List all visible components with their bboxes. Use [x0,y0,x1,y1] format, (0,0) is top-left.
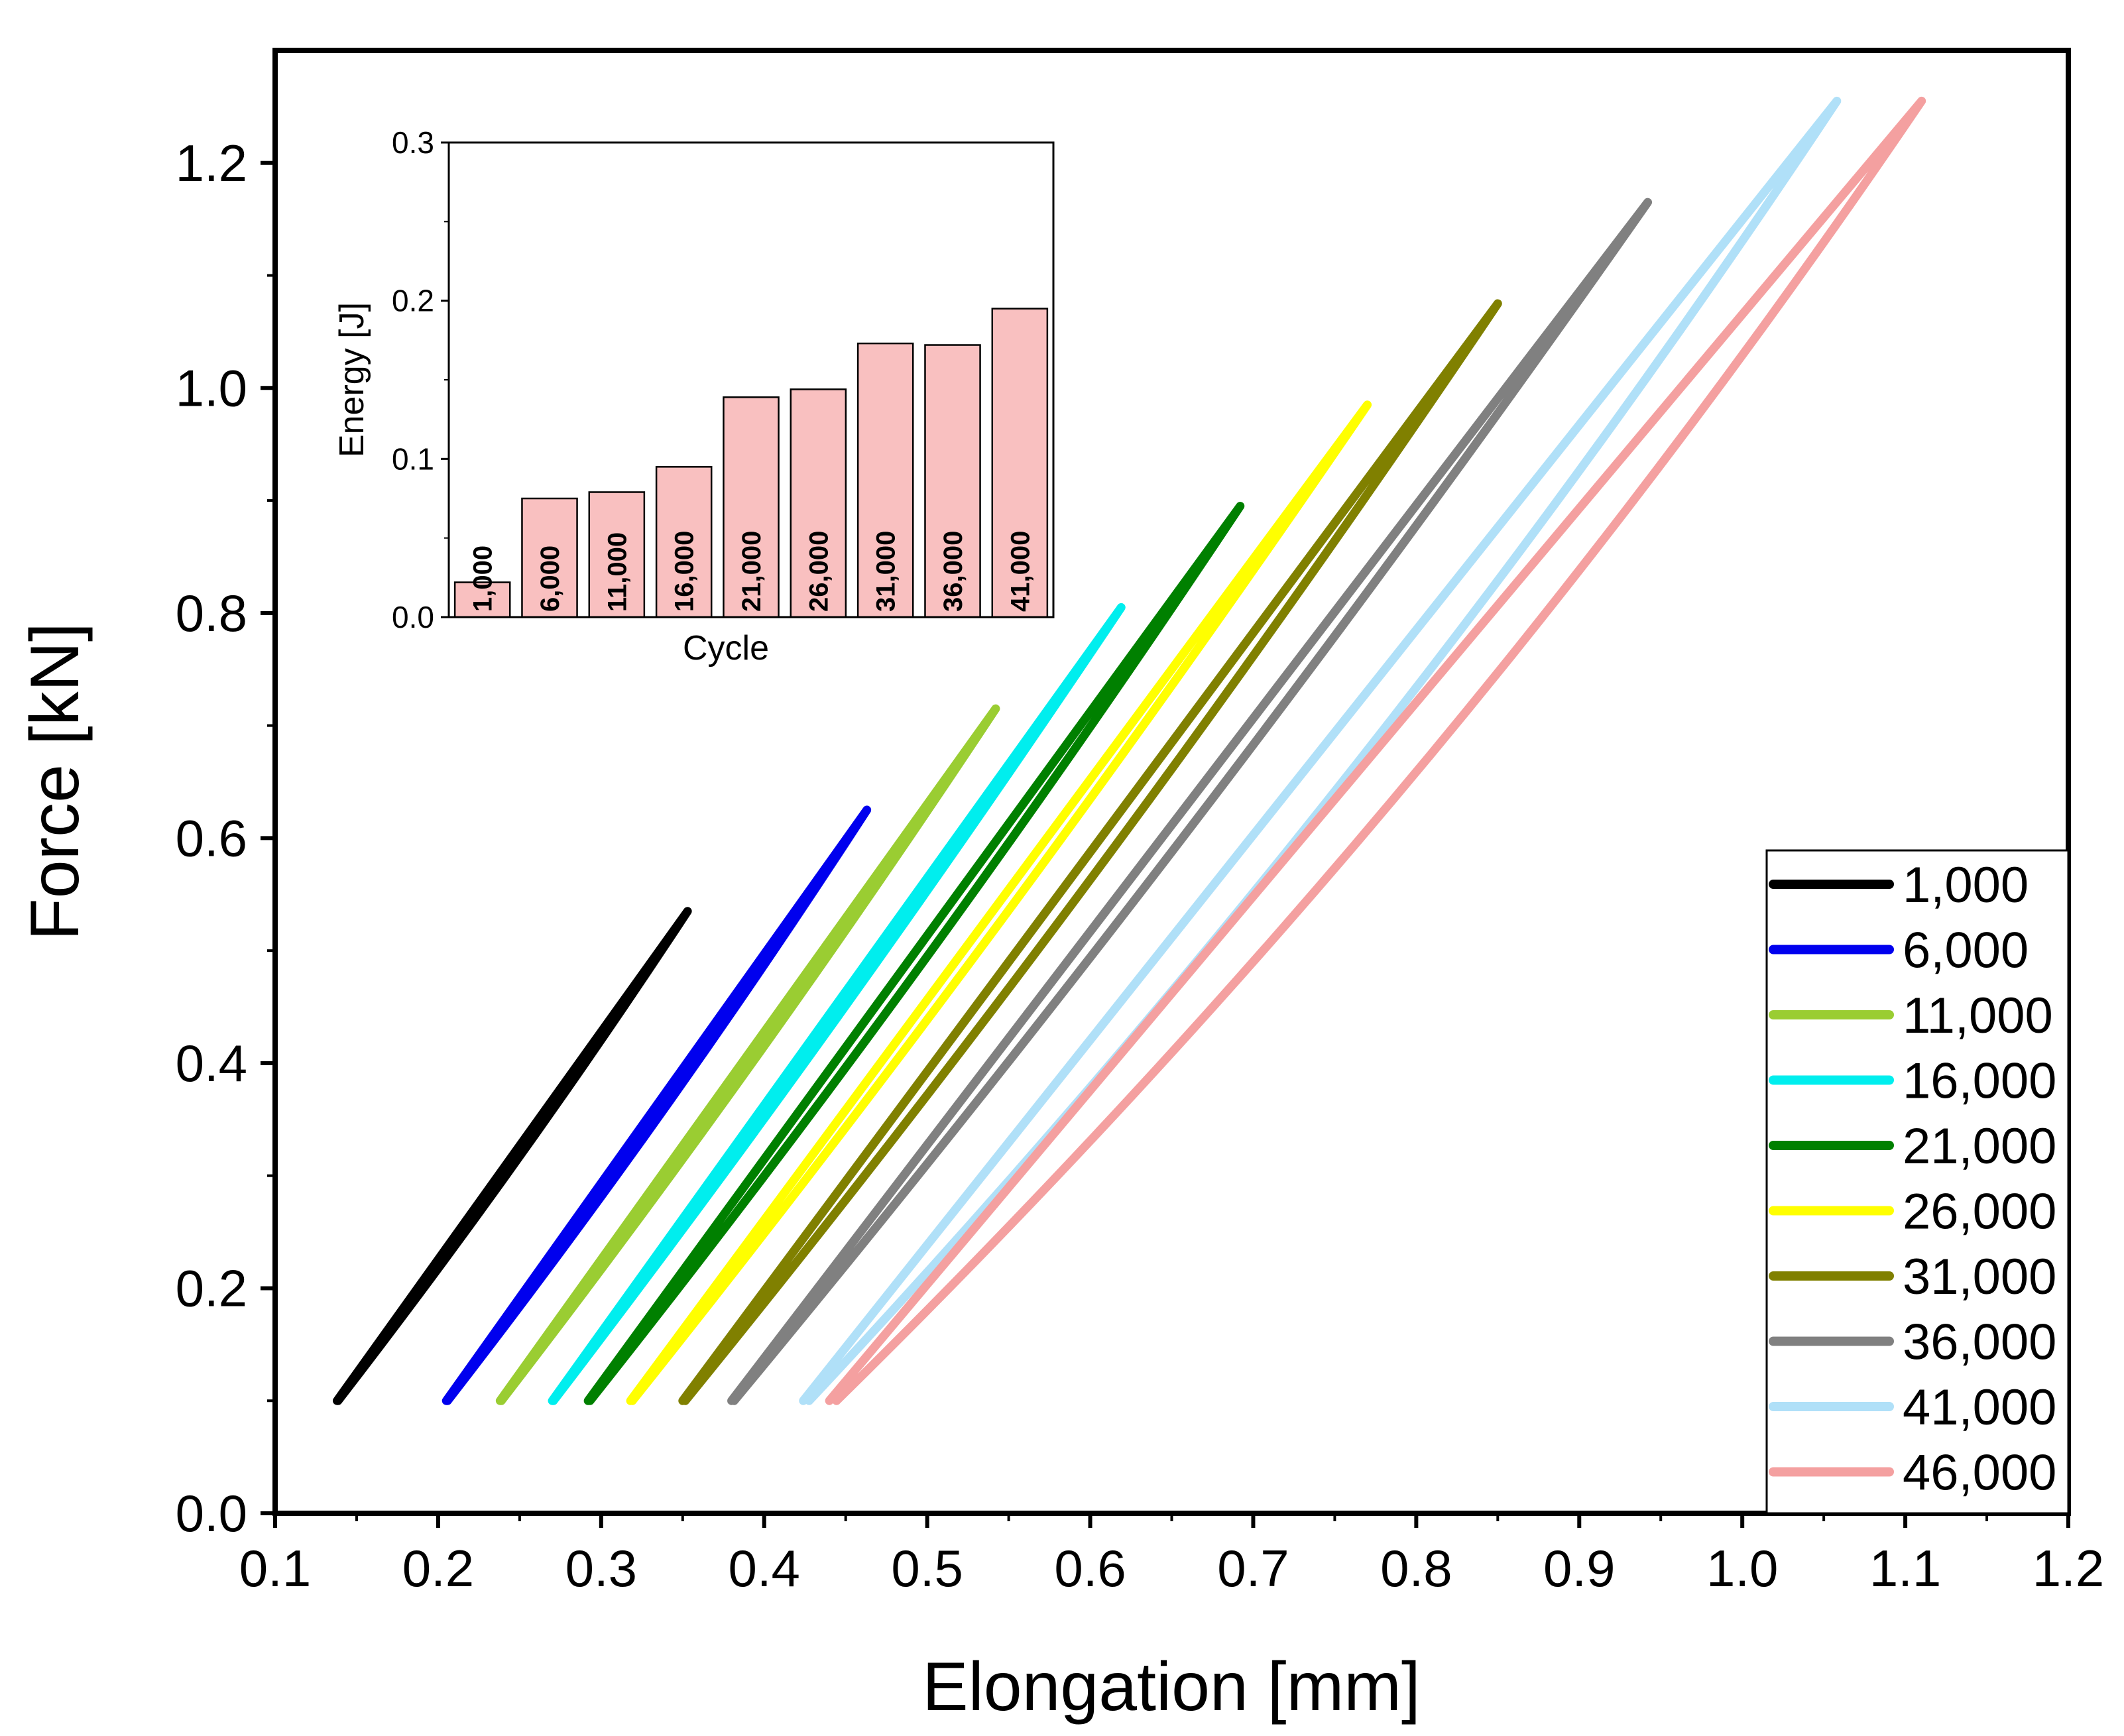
x-tick-label: 1.2 [2033,1539,2104,1597]
legend-label-6000: 6,000 [1903,923,2029,979]
inset-bar-label-6000: 6,000 [536,546,565,612]
inset-y-axis: 0.0 0.1 0.2 0.3 [392,125,449,634]
x-tick-label: 1.0 [1706,1539,1778,1597]
series-lines [332,96,1926,1405]
x-tick-label: 0.1 [239,1539,311,1597]
x-tick-label: 0.7 [1217,1539,1289,1597]
x-tick-label: 0.4 [729,1539,800,1597]
y-tick-label: 0.6 [176,809,247,867]
inset-bar-label-41000: 41,000 [1006,531,1035,612]
inset-bar-41000 [991,308,1049,618]
inset-bar-label-11000: 11,000 [603,532,632,612]
y-tick-label: 0.2 [176,1259,247,1317]
inset-bar-label-16000: 16,000 [670,531,699,612]
series-line-16000 [548,603,1126,1405]
x-tick-label: 0.6 [1054,1539,1126,1597]
y-tick-label: 0.0 [176,1484,247,1542]
x-tick-label: 0.8 [1380,1539,1452,1597]
legend-label-21000: 21,000 [1903,1118,2056,1175]
legend-label-11000: 11,000 [1903,988,2053,1044]
inset-bar-11000 [588,491,646,618]
legend-label-1000: 1,000 [1903,857,2029,913]
x-axis-title: Elongation [mm] [922,1649,1420,1725]
y-axis: 0.0 0.2 0.4 0.6 0.8 1.0 1.2 [176,134,275,1542]
series-line-11000 [495,704,1000,1405]
y-axis-title: Force [kN] [17,622,93,941]
y-tick-label: 0.4 [176,1034,247,1092]
legend-label-31000: 31,000 [1903,1249,2056,1305]
inset-y-tick-label: 0.3 [392,125,434,160]
inset-bar-21000 [723,396,780,618]
y-tick-label: 0.8 [176,584,247,642]
x-tick-label: 0.5 [891,1539,963,1597]
inset-bar-chart: 1,000 6,000 11,000 16,000 21,000 26,000 31,000… [333,125,1055,667]
inset-bar-label-26000: 26,000 [804,531,833,612]
series-line-41000 [799,96,1842,1405]
legend-items: 1,000 6,000 11,000 16,000 21,000 26,000 31,000… [1769,857,2056,1501]
legend-label-41000: 41,000 [1903,1379,2056,1436]
inset-bar-26000 [790,388,847,618]
series-line-31000 [678,299,1502,1405]
x-tick-label: 1.1 [1869,1539,1941,1597]
inset-bar-label-36000: 36,000 [939,531,968,612]
legend-label-36000: 36,000 [1903,1314,2056,1371]
inset-bar-label-21000: 21,000 [737,531,766,612]
series-line-6000 [442,805,872,1405]
x-tick-label: 0.9 [1543,1539,1615,1597]
legend-label-46000: 46,000 [1903,1445,2056,1501]
inset-bar-36000 [924,344,981,618]
inset-bar-16000 [655,466,713,618]
x-tick-label: 0.2 [402,1539,474,1597]
series-line-21000 [583,502,1245,1405]
inset-bars: 1,000 6,000 11,000 16,000 21,000 26,000 31,000… [453,308,1049,618]
series-line-26000 [626,400,1372,1405]
legend-label-16000: 16,000 [1903,1053,2056,1110]
inset-bar-label-31000: 31,000 [872,531,901,612]
inset-y-tick-label: 0.0 [392,600,434,634]
x-axis: 0.1 0.2 0.3 0.4 0.5 0.6 0.7 0.8 0.9 1.0 1.1 1.2 [239,1513,2104,1597]
series-line-1000 [332,907,692,1405]
main-plot: 0.1 0.2 0.3 0.4 0.5 0.6 0.7 0.8 0.9 1.0 1.1 1.2 0.0… [17,48,2104,1725]
legend: 1,000 6,000 11,000 16,000 21,000 26,000 31,000… [1765,849,2070,1515]
series-line-36000 [727,198,1653,1405]
x-tick-label: 0.3 [565,1539,637,1597]
inset-y-axis-title: Energy [J] [333,302,371,457]
inset-bar-1000 [453,581,511,618]
inset-y-tick-label: 0.2 [392,284,434,318]
inset-y-tick-label: 0.1 [392,441,434,476]
y-tick-label: 1.2 [176,134,247,192]
inset-bar-label-1000: 1,000 [469,546,498,612]
legend-label-26000: 26,000 [1903,1184,2056,1240]
y-tick-label: 1.0 [176,359,247,417]
inset-bar-6000 [521,497,578,618]
inset-x-axis-title: Cycle [683,629,769,667]
series-line-46000 [825,96,1926,1405]
